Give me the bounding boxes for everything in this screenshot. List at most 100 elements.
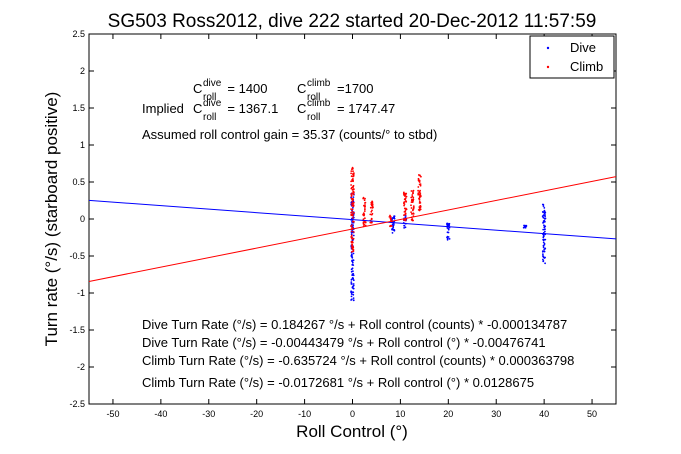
dive-point [448, 224, 451, 227]
dive-point [543, 207, 546, 209]
climb-point [419, 184, 422, 187]
dive-point [352, 259, 355, 262]
dive-point [350, 299, 352, 301]
dive-point [352, 252, 355, 255]
climb-point [370, 217, 373, 220]
x-tick-label: 10 [395, 409, 405, 419]
dive-point [404, 226, 407, 229]
climb-point [410, 211, 412, 214]
climb-point [418, 181, 421, 183]
dive-point [403, 224, 405, 227]
climb-point [364, 208, 366, 211]
dive-point [391, 223, 394, 226]
dive-point [351, 277, 354, 279]
dive-point [352, 283, 355, 285]
x-tick-label: 20 [443, 409, 453, 419]
climb-point [389, 215, 392, 218]
dive-point [544, 262, 546, 265]
climb-fit-line [88, 176, 617, 282]
dive-point [544, 238, 547, 241]
dive-point [542, 205, 545, 208]
climb-point [352, 170, 354, 173]
fit-equations: Dive Turn Rate (°/s) = 0.184267 °/s + Ro… [142, 317, 574, 390]
dive-point [350, 292, 353, 295]
x-tick-label: -40 [154, 409, 167, 419]
legend: Dive Climb [529, 35, 615, 79]
coef-subscript: roll [203, 92, 216, 103]
dive-point [351, 264, 354, 266]
dive-point [524, 226, 527, 229]
climb-point [350, 208, 352, 211]
dive-point [352, 287, 355, 290]
coef-symbol: C [193, 81, 202, 96]
climb-point [411, 212, 413, 215]
dive-point [350, 295, 353, 298]
x-tick-label: -20 [250, 409, 263, 419]
climb-point [405, 200, 407, 202]
climb-point [418, 197, 421, 200]
climb-point [364, 221, 367, 224]
dive-point [542, 250, 544, 252]
climb-point [419, 174, 421, 177]
coef-superscript: climb [307, 98, 331, 109]
dive-point [543, 238, 545, 241]
x-tick-label: -10 [298, 409, 311, 419]
y-tick-label: 1.5 [72, 103, 85, 113]
climb-point [403, 201, 406, 203]
climb-point [403, 194, 405, 196]
dive-point [391, 232, 394, 234]
dive-point [350, 255, 353, 257]
coef-symbol: C [193, 101, 202, 116]
climb-point [350, 211, 352, 214]
y-tick-label: 0.5 [72, 177, 85, 187]
fit-equation-4: Climb Turn Rate (°/s) = -0.0172681 °/s +… [142, 375, 534, 390]
coef-superscript: climb [307, 78, 331, 89]
dive-point [542, 241, 545, 244]
coef-subscript: roll [307, 92, 320, 103]
climb-point [371, 209, 373, 212]
dive-point [352, 270, 354, 272]
y-tick-label: 1 [80, 140, 85, 150]
dive-point [446, 227, 449, 229]
y-tick-label: -2.5 [69, 399, 85, 409]
climb-point [412, 212, 415, 215]
climb-point [350, 184, 352, 186]
dive-point [446, 224, 449, 227]
climb-point [369, 206, 372, 209]
coef-superscript: dive [203, 78, 222, 89]
climb-point [350, 187, 353, 190]
climb-point [352, 204, 355, 207]
x-tick-label: 50 [587, 409, 597, 419]
dive-point [352, 206, 354, 209]
climb-point [352, 203, 354, 205]
climb-point [351, 208, 354, 211]
dive-point [543, 219, 546, 222]
climb-point [403, 203, 406, 206]
dive-point [352, 196, 355, 199]
climb-point [419, 192, 422, 195]
climb-point [363, 199, 366, 202]
fit-equation-1: Dive Turn Rate (°/s) = 0.184267 °/s + Ro… [142, 317, 567, 332]
climb-point [364, 207, 366, 209]
implied-label: Implied [142, 101, 184, 116]
climb-point [350, 197, 353, 200]
climb-point [419, 183, 422, 186]
x-tick-label: 40 [539, 409, 549, 419]
climb-point [352, 220, 354, 223]
climb-point [411, 218, 414, 220]
climb-point [418, 200, 421, 203]
climb-point [351, 210, 354, 213]
fit-lines [88, 176, 617, 282]
dive-point [544, 211, 547, 214]
legend-dive-label: Dive [570, 40, 596, 55]
dive-point [403, 227, 405, 229]
climb-point [351, 178, 354, 181]
climb-point [350, 241, 353, 244]
climb-point [370, 213, 373, 216]
x-axis-label: Roll Control (°) [296, 422, 408, 441]
dive-point [542, 222, 544, 224]
dive-point [393, 216, 395, 219]
